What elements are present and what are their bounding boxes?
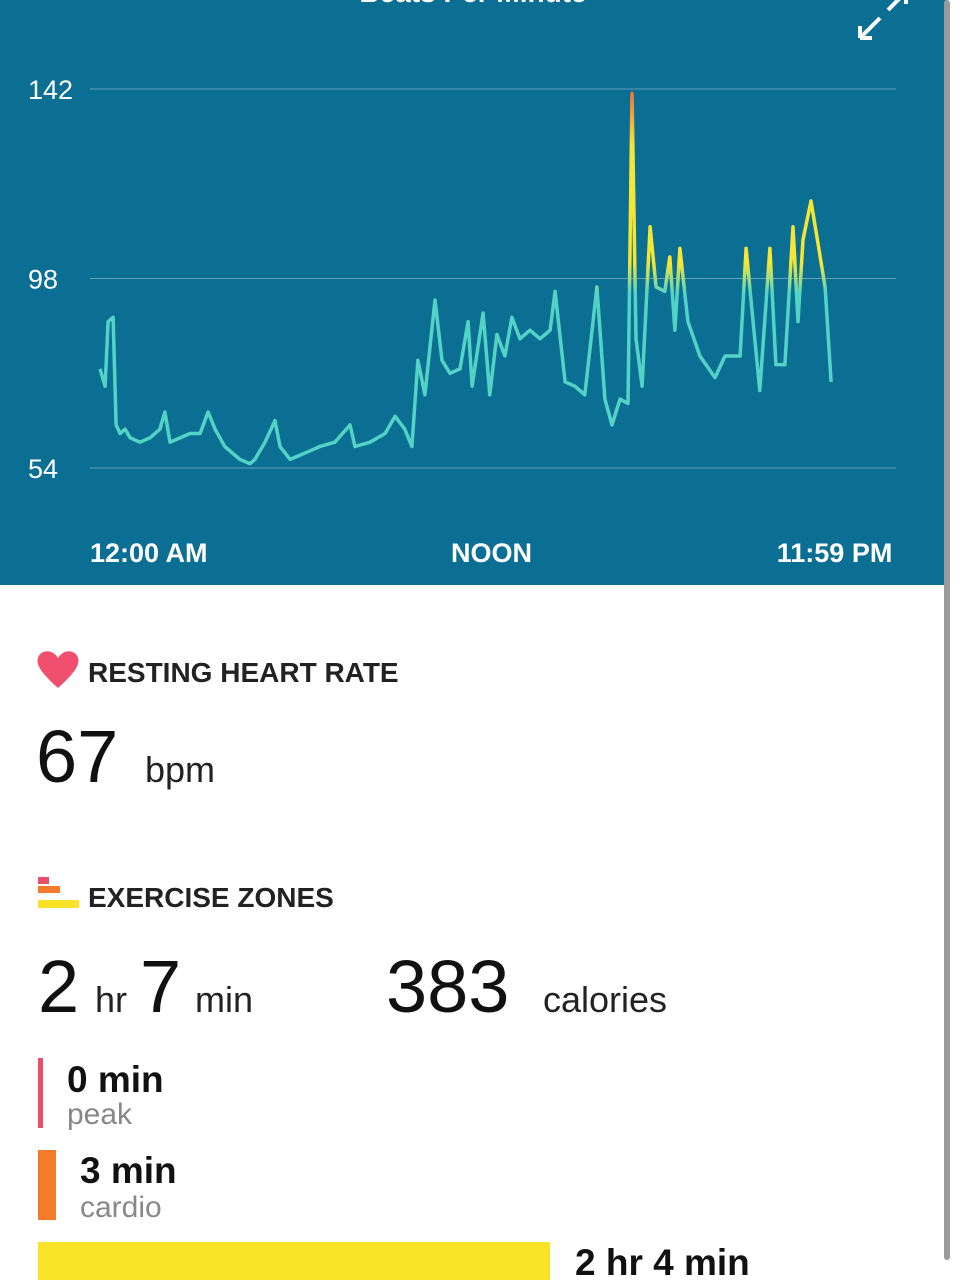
- zone-bar: [38, 1150, 56, 1220]
- minutes-unit: min: [195, 979, 253, 1020]
- hours-unit: hr: [95, 979, 127, 1020]
- scrollbar[interactable]: [944, 0, 950, 1260]
- chart-title: Beats Per Minute: [359, 0, 586, 8]
- x-tick-label: NOON: [451, 538, 532, 568]
- zone-bar: [38, 1242, 550, 1280]
- zone-bar: [38, 1058, 43, 1128]
- zone-name: peak: [67, 1098, 133, 1131]
- resting-unit: bpm: [145, 749, 215, 790]
- x-tick-label: 12:00 AM: [90, 538, 208, 568]
- minutes-value: 7: [140, 945, 181, 1028]
- expand-icon[interactable]: [858, 0, 908, 40]
- heart-rate-line: [98, 91, 833, 466]
- resting-value: 67: [36, 715, 118, 798]
- heart-icon: [37, 651, 79, 688]
- y-tick-label: 142: [28, 75, 73, 105]
- y-tick-label: 54: [28, 454, 58, 484]
- zone-icon-bar: [38, 886, 60, 893]
- calories-unit: calories: [543, 979, 667, 1020]
- chart-background: [0, 0, 946, 585]
- zone-duration: 0 min: [67, 1059, 164, 1100]
- zone-duration: 3 min: [80, 1150, 177, 1191]
- zone-icon-bar: [38, 900, 79, 908]
- calories-value: 383: [386, 945, 509, 1028]
- section-title: EXERCISE ZONES: [88, 882, 334, 913]
- expand-arrow: [886, 0, 908, 12]
- x-tick-label: 11:59 PM: [777, 538, 893, 568]
- expand-arrow: [858, 16, 882, 40]
- zone-icon-bar: [38, 877, 49, 884]
- section-title: RESTING HEART RATE: [88, 657, 399, 688]
- zone-duration: 2 hr 4 min: [575, 1242, 750, 1280]
- y-tick-label: 98: [28, 265, 58, 295]
- hours-value: 2: [38, 945, 79, 1028]
- chart: 54 98 142 12:00 AM NOON 11:59 PM: [28, 75, 896, 568]
- zone-name: cardio: [80, 1191, 162, 1224]
